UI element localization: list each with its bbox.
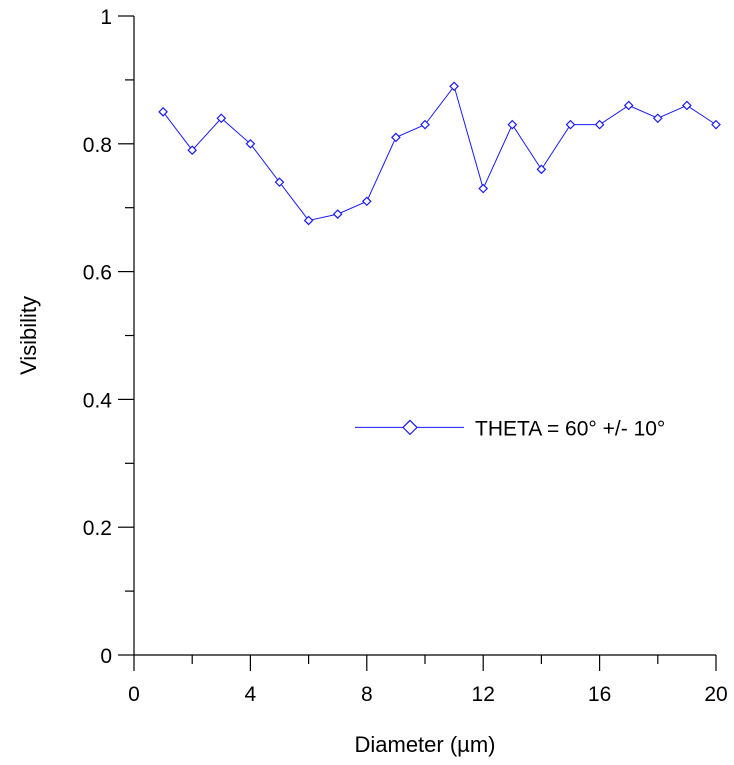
data-point-marker [449, 81, 459, 92]
axes [133, 16, 716, 656]
data-point-marker [623, 100, 634, 111]
data-point-marker [303, 215, 314, 226]
series-line [162, 85, 717, 222]
y-tick-label: 0.4 [83, 389, 113, 412]
legend-label: THETA = 60° +/- 10° [475, 417, 665, 440]
y-axis-title: Visibility [16, 296, 41, 375]
y-tick-label: 0.6 [83, 262, 112, 285]
data-point-marker [216, 113, 227, 124]
data-point-marker [274, 177, 285, 187]
x-tick-label: 4 [245, 683, 257, 706]
data-point-marker [652, 113, 663, 124]
data-point-marker [536, 164, 547, 175]
plot-area [158, 81, 721, 226]
x-ticks: 0 4 8 12 16 20 [128, 655, 728, 706]
data-point-marker [507, 119, 518, 130]
data-point-marker [478, 183, 489, 194]
data-point-marker [245, 138, 256, 149]
data-point-marker [711, 119, 721, 130]
y-tick-label: 0.2 [83, 517, 112, 540]
legend-diamond-marker [402, 419, 418, 436]
legend: THETA = 60° +/- 10° [355, 417, 665, 440]
data-point-marker [158, 107, 168, 117]
y-tick-label: 1 [100, 6, 112, 29]
data-point-marker [391, 132, 401, 143]
data-point-marker [682, 100, 692, 111]
x-tick-label: 0 [128, 683, 140, 706]
y-tick-label: 0 [100, 645, 112, 668]
data-point-marker [594, 119, 605, 130]
x-tick-label: 12 [472, 683, 495, 706]
data-point-marker [332, 209, 343, 219]
data-point-marker [565, 119, 576, 130]
y-ticks: 0 0.2 0.4 0.6 0.8 1 [83, 6, 134, 668]
data-point-marker [187, 145, 198, 156]
x-tick-label: 8 [361, 683, 373, 706]
data-point-marker [420, 119, 430, 130]
x-tick-label: 20 [704, 683, 727, 706]
x-axis-title: Diameter (µm) [354, 732, 495, 757]
data-point-marker [361, 196, 372, 207]
x-tick-label: 16 [588, 683, 611, 706]
y-tick-label: 0.8 [83, 134, 112, 157]
